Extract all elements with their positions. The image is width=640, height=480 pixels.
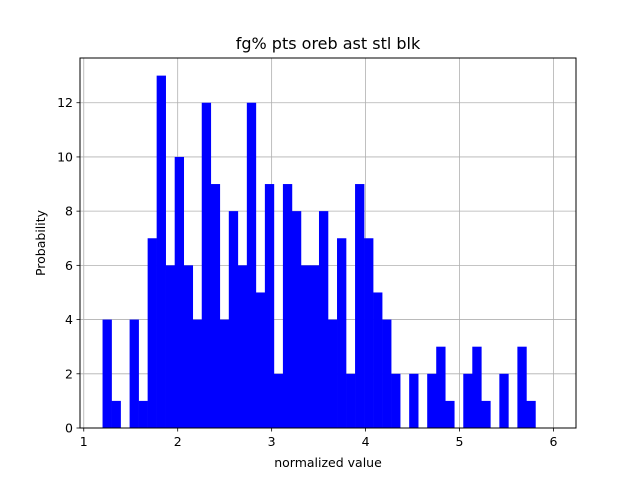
y-tick-label: 10 xyxy=(57,149,73,164)
histogram-bar xyxy=(445,400,455,428)
histogram-bar xyxy=(156,75,166,428)
histogram-bar xyxy=(201,102,212,428)
histogram-bar xyxy=(264,184,275,428)
histogram-bar xyxy=(309,265,320,428)
x-tick-label: 1 xyxy=(80,434,88,449)
histogram-bar xyxy=(282,184,293,428)
histogram-bar xyxy=(300,265,311,428)
chart-title: fg% pts oreb ast stl blk xyxy=(236,34,421,53)
histogram-bar xyxy=(165,265,175,428)
histogram-bar xyxy=(391,373,401,428)
y-tick-label: 2 xyxy=(65,366,73,381)
histogram-bar xyxy=(147,238,157,428)
histogram-bar xyxy=(337,238,347,428)
histogram-bar xyxy=(517,346,527,428)
histogram-bar xyxy=(255,292,266,428)
histogram-bar xyxy=(102,319,112,428)
histogram-bar xyxy=(463,373,473,428)
histogram-bar xyxy=(346,373,356,428)
histogram-bar xyxy=(183,265,194,428)
y-axis-label: Probability xyxy=(33,209,48,276)
y-tick-label: 8 xyxy=(65,204,73,219)
histogram-bar xyxy=(318,211,329,428)
histogram-bar xyxy=(499,373,509,428)
histogram-bar xyxy=(237,265,248,428)
y-tick-label: 12 xyxy=(57,95,73,110)
histogram-bar xyxy=(373,292,383,428)
histogram-bar xyxy=(174,156,185,428)
histogram-bar xyxy=(427,373,437,428)
histogram-bar xyxy=(436,346,446,428)
histogram-bar xyxy=(382,319,392,428)
x-tick-label: 2 xyxy=(174,434,182,449)
histogram-bar xyxy=(291,211,302,428)
histogram-bar xyxy=(129,319,139,428)
y-tick-label: 4 xyxy=(65,312,73,327)
histogram-bar xyxy=(481,400,491,428)
x-tick-label: 4 xyxy=(362,434,370,449)
x-tick-label: 6 xyxy=(549,434,557,449)
histogram-bar xyxy=(526,400,536,428)
x-tick-label: 5 xyxy=(456,434,464,449)
histogram-bar xyxy=(138,400,148,428)
x-axis: 1 2 3 4 5 6 xyxy=(80,428,557,449)
histogram-bar xyxy=(328,319,338,428)
plot-frame xyxy=(79,57,577,429)
histogram-bar xyxy=(355,184,365,428)
x-axis-label: normalized value xyxy=(274,455,382,470)
histogram-bar xyxy=(409,373,419,428)
y-axis: 0 2 4 6 8 10 12 xyxy=(57,95,80,436)
histogram-bar xyxy=(273,373,284,428)
histogram-bar xyxy=(111,400,121,428)
histogram-bar xyxy=(228,211,239,428)
histogram-bar xyxy=(246,102,257,428)
bars xyxy=(102,75,536,428)
y-tick-label: 0 xyxy=(65,421,73,436)
histogram-bar xyxy=(219,319,230,428)
histogram-bar xyxy=(192,319,203,428)
y-tick-label: 6 xyxy=(65,258,73,273)
histogram-bar xyxy=(210,184,221,428)
histogram-bar xyxy=(472,346,482,428)
x-tick-label: 3 xyxy=(268,434,276,449)
histogram-bar xyxy=(364,238,374,428)
